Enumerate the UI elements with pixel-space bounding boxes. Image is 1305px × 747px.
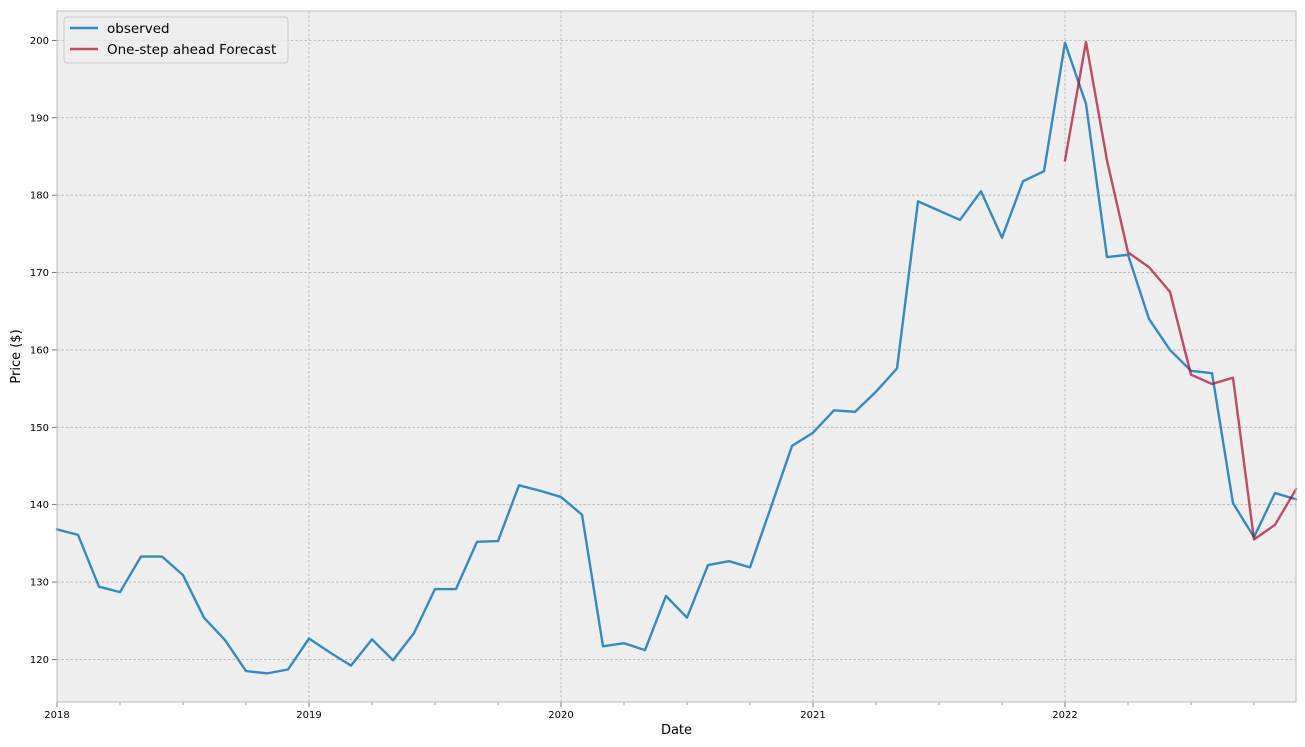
legend: observed One-step ahead Forecast <box>63 16 289 64</box>
y-axis-label: Price ($) <box>9 329 24 383</box>
x-tick-label-2021: 2021 <box>800 710 825 721</box>
x-axis-label: Date <box>661 723 692 738</box>
series-line-0 <box>55 41 1298 675</box>
y-tick-label-120: 120 <box>30 655 49 666</box>
series-line-1 <box>1063 40 1298 541</box>
x-tick-label-2018: 2018 <box>44 710 69 721</box>
y-tick-label-140: 140 <box>30 500 49 511</box>
legend-box <box>63 16 289 64</box>
x-tick-label-2019: 2019 <box>296 710 321 721</box>
y-tick-label-130: 130 <box>30 578 49 589</box>
y-tick-label-160: 160 <box>30 345 49 356</box>
legend-label-1: One-step ahead Forecast <box>107 42 276 58</box>
y-tick-label-170: 170 <box>30 268 49 279</box>
legend-label-0: observed <box>107 21 170 37</box>
x-tick-label-2020: 2020 <box>548 710 573 721</box>
series-lines <box>55 40 1298 675</box>
y-tick-label-180: 180 <box>30 191 49 202</box>
y-tick-label-150: 150 <box>30 423 49 434</box>
y-tick-label-200: 200 <box>30 36 49 47</box>
x-tick-label-2022: 2022 <box>1052 710 1077 721</box>
grid <box>56 11 1296 702</box>
plot-frame <box>56 10 1297 703</box>
plot-background <box>57 11 1296 702</box>
y-tick-label-190: 190 <box>30 113 49 124</box>
